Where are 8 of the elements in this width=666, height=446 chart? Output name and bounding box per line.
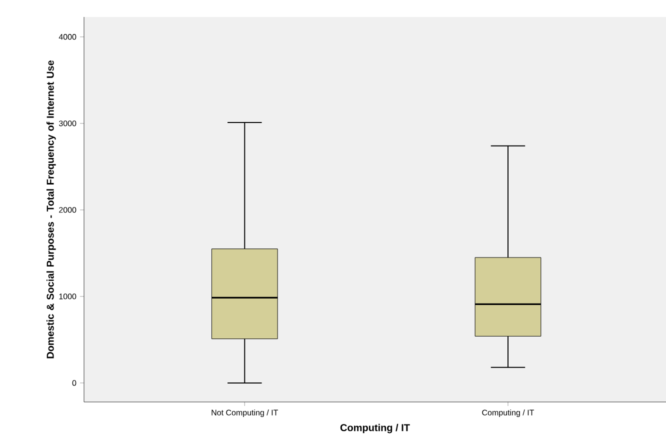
- x-axis-title: Computing / IT: [340, 424, 410, 434]
- y-tick-label: 1000: [59, 294, 76, 300]
- y-axis-title: Domestic & Social Purposes - Total Frequency of Internet Use: [46, 60, 56, 358]
- y-tick-label: 4000: [58, 34, 76, 40]
- y-tick-label: 2000: [59, 207, 76, 213]
- y-tick-label: 3000: [58, 120, 76, 126]
- x-tick-label: Not Computing / IT: [212, 410, 278, 417]
- y-tick-label: 0: [72, 380, 76, 386]
